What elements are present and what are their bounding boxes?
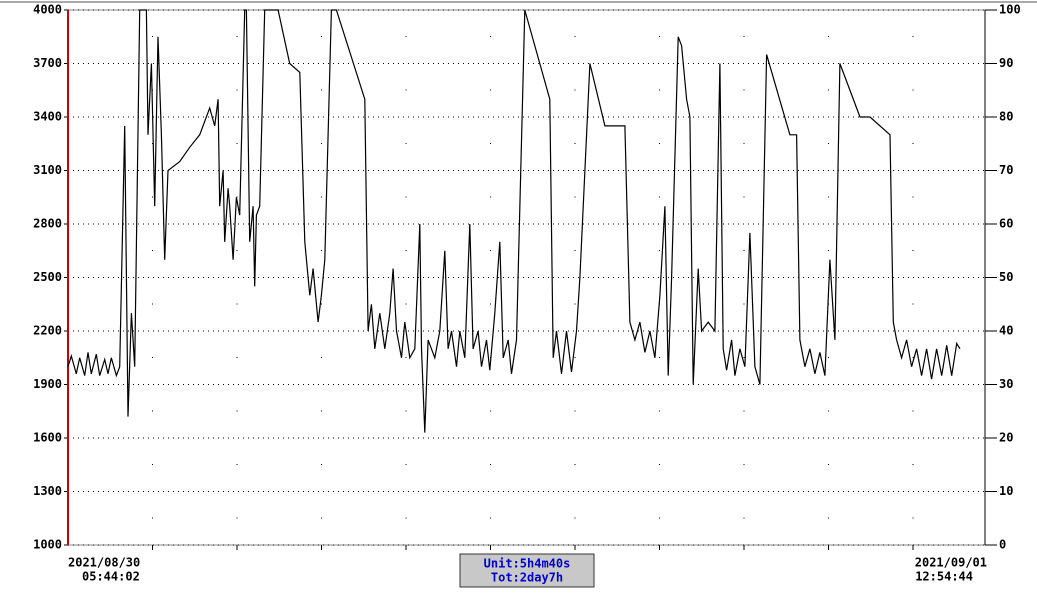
y-tick-label: 1000 — [33, 538, 62, 552]
y2-tick-label: 50 — [999, 270, 1013, 284]
y2-tick-label: 0 — [999, 538, 1006, 552]
start-date: 2021/08/30 — [68, 556, 140, 570]
y2-tick-label: 80 — [999, 110, 1013, 124]
y2-tick-label: 30 — [999, 377, 1013, 391]
data-line — [67, 9, 961, 433]
y2-tick-label: 100 — [999, 3, 1021, 17]
y-tick-label: 1300 — [33, 484, 62, 498]
total-label: Tot:2day7h — [491, 571, 563, 585]
y-tick-label: 1900 — [33, 377, 62, 391]
y2-tick-label: 40 — [999, 324, 1013, 338]
y2-tick-label: 10 — [999, 484, 1013, 498]
y2-tick-label: 60 — [999, 217, 1013, 231]
y2-tick-label: 20 — [999, 431, 1013, 445]
y-tick-label: 2200 — [33, 324, 62, 338]
y-tick-label: 1600 — [33, 431, 62, 445]
unit-box — [459, 553, 595, 588]
y2-tick-label: 70 — [999, 163, 1013, 177]
end-date: 2021/09/01 — [915, 556, 987, 570]
y-tick-label: 3400 — [33, 110, 62, 124]
unit-label: Unit:5h4m40s — [484, 557, 571, 571]
y-tick-label: 3100 — [33, 163, 62, 177]
y-tick-label: 3700 — [33, 56, 62, 70]
y-tick-label: 2500 — [33, 270, 62, 284]
y-tick-label: 2800 — [33, 217, 62, 231]
y-tick-label: 4000 — [33, 3, 62, 17]
y2-tick-label: 90 — [999, 56, 1013, 70]
end-time: 12:54:44 — [915, 570, 973, 584]
start-time: 05:44:02 — [82, 570, 140, 584]
